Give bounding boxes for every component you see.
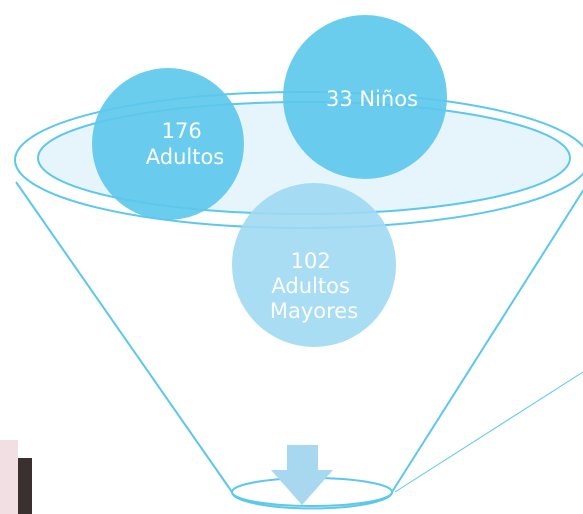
funnel-diagram: 176 Adultos 33 Niños 102 Adultos Mayores: [0, 0, 583, 514]
page: 176 Adultos 33 Niños 102 Adultos Mayores…: [0, 0, 583, 514]
label-line: 176: [162, 119, 202, 143]
photo-fragment: [18, 458, 32, 514]
down-arrow: [271, 445, 333, 505]
node-label: 33 Niños: [326, 87, 418, 111]
label-line: 33 Niños: [326, 87, 418, 111]
label-line: 102: [291, 249, 331, 273]
connector-line: [395, 372, 583, 492]
label-line: Adultos: [146, 145, 225, 169]
circle-adultos: [92, 68, 244, 220]
label-line: Adultos: [271, 274, 350, 298]
label-line: Mayores: [270, 299, 358, 323]
photo-fragment: [0, 440, 18, 514]
